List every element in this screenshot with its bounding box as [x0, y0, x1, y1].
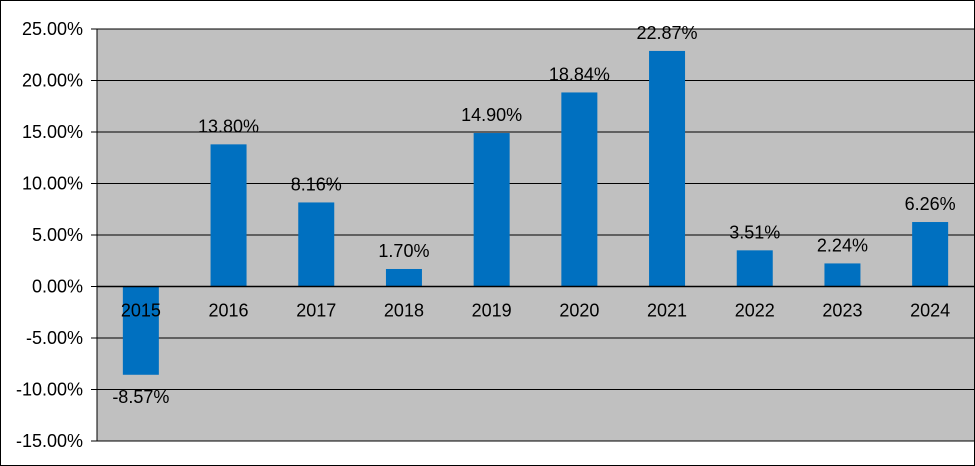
bar-2017 — [298, 202, 335, 287]
category-labels: 2015 2016 2017 2018 2019 2020 2021 2022 2023 2024 — [121, 301, 950, 321]
y-tick-label: -5.00% — [26, 328, 83, 348]
bar-2023 — [824, 263, 861, 287]
y-tick-label: 0.00% — [32, 277, 83, 297]
data-label: 22.87% — [637, 23, 698, 43]
data-label: 14.90% — [461, 105, 522, 125]
category-label: 2016 — [209, 301, 249, 321]
category-label: 2018 — [384, 301, 424, 321]
bar-2021 — [649, 50, 686, 287]
bar-2015 — [122, 286, 159, 375]
category-label: 2017 — [296, 301, 336, 321]
data-label: 1.70% — [378, 241, 429, 261]
y-tick-labels: 25.00% 20.00% 15.00% 10.00% 5.00% 0.00% -5.00%… — [16, 19, 83, 451]
category-label: 2023 — [822, 301, 862, 321]
data-label: 3.51% — [729, 222, 780, 242]
data-label: -8.57% — [112, 387, 169, 407]
axes — [96, 29, 974, 441]
category-label: 2020 — [559, 301, 599, 321]
category-label: 2019 — [472, 301, 512, 321]
bar-2024 — [912, 222, 949, 287]
data-label: 2.24% — [817, 235, 868, 255]
bar-2020 — [561, 92, 598, 287]
data-label: 8.16% — [291, 174, 342, 194]
y-tick-label: 15.00% — [22, 122, 83, 142]
bars — [122, 50, 949, 375]
data-labels: -8.57% 13.80% 8.16% 1.70% 14.90% 18.84% 22.87%… — [112, 23, 955, 407]
category-label: 2015 — [121, 301, 161, 321]
bar-2016 — [210, 144, 247, 287]
category-label: 2022 — [735, 301, 775, 321]
category-label: 2021 — [647, 301, 687, 321]
data-label: 18.84% — [549, 64, 610, 84]
y-tick-label: 20.00% — [22, 71, 83, 91]
y-tick-label: 5.00% — [32, 225, 83, 245]
y-tick-label: 25.00% — [22, 19, 83, 39]
bar-2019 — [473, 133, 510, 287]
y-tick-label: -15.00% — [16, 431, 83, 451]
data-label: 13.80% — [198, 116, 259, 136]
y-tick-label: -10.00% — [16, 380, 83, 400]
data-label: 6.26% — [905, 194, 956, 214]
y-tick-label: 10.00% — [22, 174, 83, 194]
bar-2018 — [385, 268, 422, 287]
bar-2022 — [736, 250, 773, 287]
category-label: 2024 — [910, 301, 950, 321]
